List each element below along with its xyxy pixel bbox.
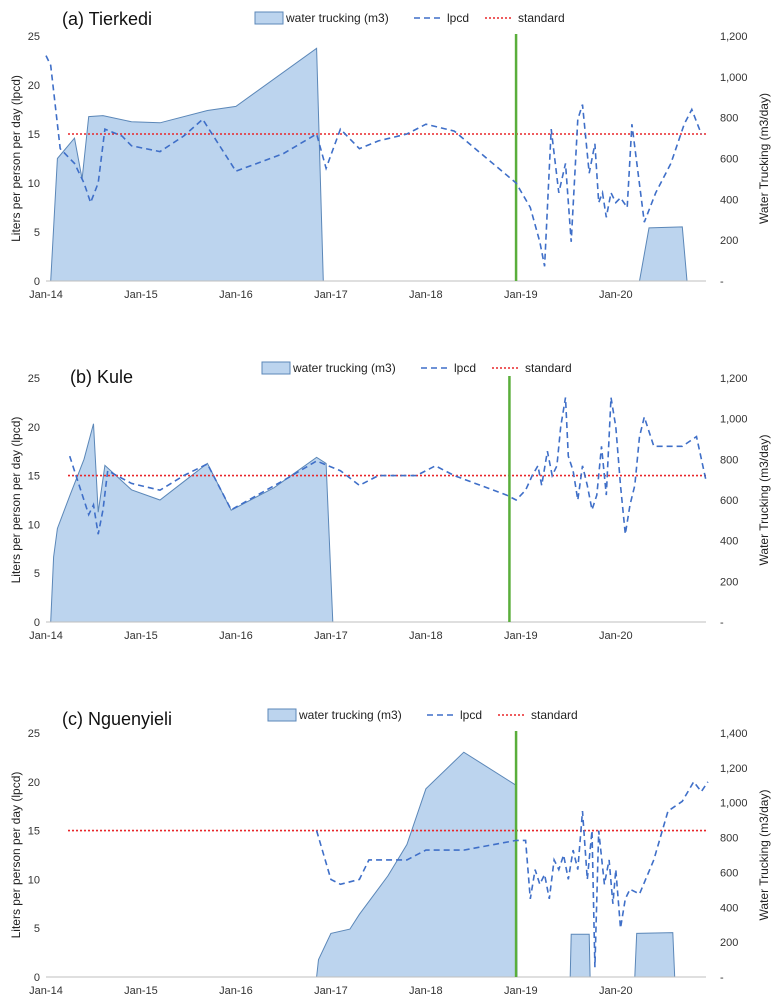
y2-tick-label: - bbox=[720, 972, 724, 984]
x-tick-label: Jan-18 bbox=[409, 985, 443, 997]
y2-axis-label: Water Trucking (m3/day) bbox=[757, 790, 771, 921]
x-tick-label: Jan-18 bbox=[409, 289, 443, 301]
y-axis-label: Liters per person per day (lpcd) bbox=[9, 417, 23, 584]
legend-label-lpcd: lpcd bbox=[454, 361, 476, 375]
trucking-area-0 bbox=[50, 423, 334, 623]
y-axis-label: Liters per person per day (lpcd) bbox=[9, 75, 23, 242]
y-tick-label: 25 bbox=[28, 31, 40, 43]
x-tick-label: Jan-19 bbox=[504, 630, 538, 642]
lpcd-line bbox=[45, 55, 703, 267]
y-tick-label: 15 bbox=[28, 826, 40, 838]
x-tick-label: Jan-17 bbox=[314, 630, 348, 642]
x-tick-label: Jan-17 bbox=[314, 985, 348, 997]
legend-swatch-trucking bbox=[254, 11, 284, 25]
legend-label-trucking: water trucking (m3) bbox=[285, 11, 389, 25]
y-tick-label: 0 bbox=[34, 617, 40, 629]
legend-label-standard: standard bbox=[531, 708, 578, 722]
y-tick-label: 10 bbox=[28, 178, 40, 190]
y2-tick-label: 400 bbox=[720, 194, 738, 206]
legend-label-lpcd: lpcd bbox=[447, 11, 469, 25]
legend-label-trucking: water trucking (m3) bbox=[292, 361, 396, 375]
panel-kule: 0 5 10 15 20 25 - 200 400 600 800 1,000 1,200 Jan-14 J… bbox=[9, 361, 771, 642]
panel-title: (b) Kule bbox=[70, 367, 133, 387]
y-tick-label: 0 bbox=[34, 276, 40, 288]
y2-tick-label: 600 bbox=[720, 495, 738, 507]
y2-tick-label: 400 bbox=[720, 902, 738, 914]
legend-label-standard: standard bbox=[525, 361, 572, 375]
trucking-area-2 bbox=[634, 932, 676, 978]
y2-tick-label: 800 bbox=[720, 113, 738, 125]
y2-tick-label: 1,400 bbox=[720, 728, 748, 740]
y-axis-label: Liters per person per day (lpcd) bbox=[9, 772, 23, 939]
x-tick-label: Jan-16 bbox=[219, 985, 253, 997]
trucking-area-1 bbox=[638, 226, 688, 282]
x-tick-label: Jan-20 bbox=[599, 985, 633, 997]
x-tick-label: Jan-20 bbox=[599, 630, 633, 642]
lpcd-line bbox=[68, 397, 707, 535]
panel-tierkedi: 0 5 10 15 20 25 - 200 400 600 800 1,000 1,200 Jan-14 J… bbox=[9, 9, 771, 301]
y2-tick-label: 1,200 bbox=[720, 373, 748, 385]
x-tick-label: Jan-14 bbox=[29, 630, 63, 642]
legend-label-trucking: water trucking (m3) bbox=[298, 708, 402, 722]
lpcd-line bbox=[315, 780, 709, 968]
y2-tick-label: - bbox=[720, 276, 724, 288]
y-tick-label: 25 bbox=[28, 728, 40, 740]
trucking-area-0 bbox=[50, 47, 324, 282]
y2-axis-label: Water Trucking (m3/day) bbox=[757, 435, 771, 566]
trucking-area-1 bbox=[569, 933, 591, 978]
y2-tick-label: 600 bbox=[720, 154, 738, 166]
y-tick-label: 20 bbox=[28, 80, 40, 92]
x-tick-label: Jan-14 bbox=[29, 289, 63, 301]
y2-tick-label: 1,000 bbox=[720, 414, 748, 426]
y2-tick-label: 1,000 bbox=[720, 72, 748, 84]
y2-tick-label: 200 bbox=[720, 576, 738, 588]
x-tick-label: Jan-15 bbox=[124, 630, 158, 642]
y-tick-label: 20 bbox=[28, 777, 40, 789]
y-tick-label: 10 bbox=[28, 519, 40, 531]
x-tick-label: Jan-19 bbox=[504, 985, 538, 997]
x-tick-label: Jan-16 bbox=[219, 289, 253, 301]
y-tick-label: 20 bbox=[28, 422, 40, 434]
y2-tick-label: 1,200 bbox=[720, 31, 748, 43]
y2-tick-label: 800 bbox=[720, 833, 738, 845]
x-tick-label: Jan-15 bbox=[124, 289, 158, 301]
panel-title: (a) Tierkedi bbox=[62, 9, 152, 29]
x-tick-label: Jan-19 bbox=[504, 289, 538, 301]
y-tick-label: 0 bbox=[34, 972, 40, 984]
x-tick-label: Jan-17 bbox=[314, 289, 348, 301]
y-tick-label: 15 bbox=[28, 471, 40, 483]
y2-tick-label: 400 bbox=[720, 536, 738, 548]
x-tick-label: Jan-15 bbox=[124, 985, 158, 997]
y-tick-label: 5 bbox=[34, 227, 40, 239]
y-tick-label: 5 bbox=[34, 923, 40, 935]
y2-tick-label: 800 bbox=[720, 454, 738, 466]
y2-axis-label: Water Trucking (m3/day) bbox=[757, 93, 771, 224]
panel-title: (c) Nguenyieli bbox=[62, 709, 172, 729]
y2-tick-label: - bbox=[720, 617, 724, 629]
legend-label-standard: standard bbox=[518, 11, 565, 25]
y2-tick-label: 1,000 bbox=[720, 798, 748, 810]
x-tick-label: Jan-16 bbox=[219, 630, 253, 642]
y-tick-label: 15 bbox=[28, 129, 40, 141]
y2-tick-label: 200 bbox=[720, 937, 738, 949]
legend-label-lpcd: lpcd bbox=[460, 708, 482, 722]
panel-nguenyieli: 0 5 10 15 20 25 - 200 400 600 800 1,000 1,200 1,400 Ja… bbox=[9, 708, 771, 997]
y-tick-label: 10 bbox=[28, 874, 40, 886]
y2-tick-label: 200 bbox=[720, 235, 738, 247]
x-tick-label: Jan-20 bbox=[599, 289, 633, 301]
y2-tick-label: 600 bbox=[720, 867, 738, 879]
y-tick-label: 5 bbox=[34, 568, 40, 580]
x-tick-label: Jan-14 bbox=[29, 985, 63, 997]
trucking-area-0 bbox=[316, 751, 518, 978]
x-tick-label: Jan-18 bbox=[409, 630, 443, 642]
legend-swatch-trucking bbox=[267, 708, 297, 722]
y2-tick-label: 1,200 bbox=[720, 763, 748, 775]
y-tick-label: 25 bbox=[28, 373, 40, 385]
legend-swatch-trucking bbox=[261, 361, 291, 375]
